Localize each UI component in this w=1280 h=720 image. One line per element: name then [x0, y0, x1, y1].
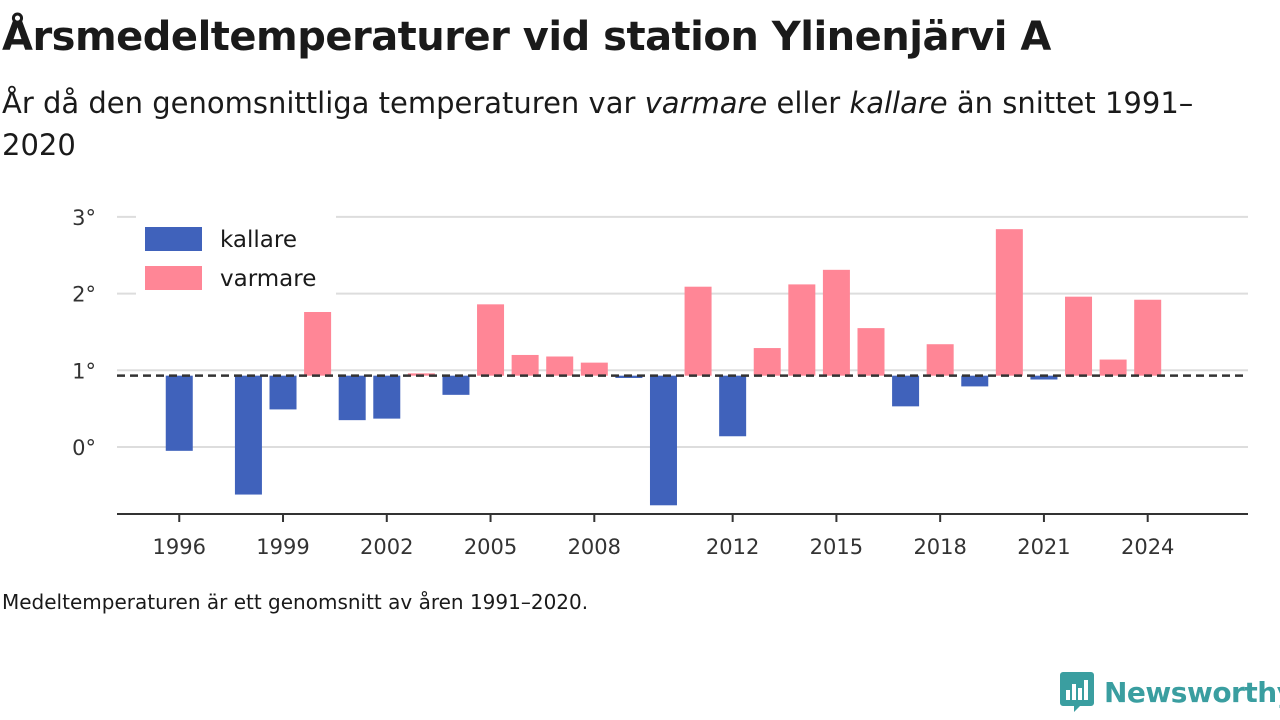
- x-tick-label: 2015: [810, 535, 863, 559]
- legend-label-warmer: varmare: [220, 266, 316, 292]
- y-tick-label: 2°: [72, 283, 96, 307]
- bar-2007: [546, 356, 574, 376]
- legend-swatch-colder: [145, 227, 202, 251]
- bar-2021: [1030, 375, 1058, 380]
- bar-1999: [269, 375, 297, 410]
- legend-swatch-warmer: [145, 266, 202, 290]
- bar-2005: [477, 304, 505, 376]
- x-tick-label: 2018: [913, 535, 966, 559]
- bar-2018: [926, 344, 954, 376]
- bar-2004: [442, 375, 470, 395]
- bar-1996: [165, 375, 193, 451]
- subtitle-part3: än snittet 1991–2020: [2, 86, 1194, 162]
- subtitle-part1: År då den genomsnittliga temperaturen va…: [2, 86, 645, 120]
- y-tick-label: 1°: [72, 359, 96, 383]
- x-tick-label: 2005: [464, 535, 517, 559]
- chart-subtitle: År då den genomsnittliga temperaturen va…: [2, 82, 1202, 166]
- brand-logo: Newsworthy: [1060, 672, 1280, 712]
- y-tick-label: 3°: [72, 206, 96, 230]
- bar-2014: [788, 284, 816, 376]
- bar-2008: [580, 362, 608, 376]
- bar-2010: [649, 375, 677, 506]
- bar-chart: 1996 1999 2002 2005 2008 2012 2015 2018 2021 2024…: [72, 206, 1248, 559]
- bar-2000: [304, 312, 332, 376]
- bar-2013: [753, 348, 781, 376]
- bar-2024: [1134, 299, 1162, 376]
- x-axis: 1996 1999 2002 2005 2008 2012 2015 2018 2021 2024: [117, 513, 1248, 559]
- legend-label-colder: kallare: [220, 227, 297, 253]
- brand-name: Newsworthy: [1104, 675, 1280, 709]
- x-tick-label: 2012: [706, 535, 759, 559]
- bar-2012: [719, 375, 747, 437]
- bar-2020: [995, 229, 1023, 376]
- y-tick-label: 0°: [72, 436, 96, 460]
- bar-2011: [684, 286, 712, 376]
- bar-2022: [1065, 296, 1093, 376]
- bar-2015: [822, 269, 850, 376]
- bar-2002: [373, 375, 401, 419]
- subtitle-warmer: varmare: [644, 86, 768, 120]
- x-tick-label: 1996: [153, 535, 206, 559]
- bar-2017: [892, 375, 920, 407]
- x-tick-label: 2024: [1121, 535, 1174, 559]
- subtitle-colder: kallare: [849, 86, 948, 120]
- bar-1998: [234, 375, 262, 495]
- chart-title: Årsmedeltemperaturer vid station Ylinenj…: [2, 14, 1051, 60]
- bar-2019: [961, 375, 989, 387]
- bar-2023: [1099, 359, 1127, 376]
- newsworthy-logo-icon: [1060, 672, 1094, 712]
- x-tick-label: 2008: [568, 535, 621, 559]
- x-tick-label: 2021: [1017, 535, 1070, 559]
- legend: kallare varmare: [136, 215, 336, 297]
- x-tick-label: 1999: [256, 535, 309, 559]
- bar-2001: [338, 375, 366, 421]
- bar-2016: [857, 328, 885, 376]
- bars: [165, 229, 1162, 506]
- footnote: Medeltemperaturen är ett genomsnitt av å…: [2, 590, 589, 614]
- subtitle-part2: eller: [767, 86, 850, 120]
- y-axis-labels: 0° 1° 2° 3°: [72, 206, 96, 460]
- bar-2006: [511, 354, 539, 376]
- x-tick-label: 2002: [360, 535, 413, 559]
